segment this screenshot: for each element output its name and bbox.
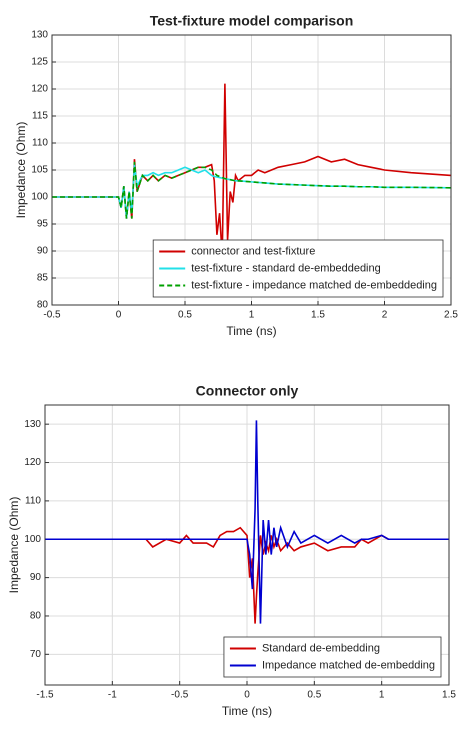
- x-tick-label: 0: [244, 690, 250, 701]
- axes-frame: [44, 404, 450, 686]
- series-line: [45, 526, 449, 624]
- legend-label: Standard de-embedding: [262, 642, 380, 654]
- x-tick-label: 1: [379, 690, 385, 701]
- y-tick-label: 115: [32, 111, 48, 122]
- y-tick-label: 110: [32, 138, 48, 149]
- y-tick-label: 80: [37, 300, 49, 311]
- x-tick-label: -1: [108, 690, 117, 701]
- series-line: [52, 161, 451, 219]
- y-tick-label: 95: [37, 219, 49, 230]
- chart-title: Connector only: [196, 383, 299, 399]
- x-tick-label: -1.5: [36, 690, 54, 701]
- y-tick-label: 85: [37, 273, 49, 284]
- legend-label: Impedance matched de-embedding: [262, 659, 435, 671]
- x-tick-label: 2.5: [444, 310, 458, 321]
- legend-box: [152, 239, 444, 298]
- y-tick-label: 130: [24, 419, 41, 430]
- series-line: [45, 420, 449, 624]
- y-tick-label: 90: [30, 572, 42, 583]
- y-tick-label: 70: [30, 649, 42, 660]
- legend-label: test-fixture - impedance matched de-embe…: [191, 279, 437, 291]
- legend-label: connector and test-fixture: [191, 245, 315, 257]
- y-tick-label: 100: [24, 534, 41, 545]
- y-tick-label: 130: [31, 30, 48, 41]
- legend-box: [223, 636, 442, 678]
- axes-frame: [51, 34, 452, 306]
- x-tick-label: 0.5: [307, 690, 321, 701]
- legend-label: test-fixture - standard de-embeddeding: [191, 262, 381, 274]
- x-tick-label: -0.5: [171, 690, 189, 701]
- x-tick-label: -0.5: [43, 310, 61, 321]
- y-tick-label: 80: [30, 611, 42, 622]
- x-axis-label: Time (ns): [226, 324, 276, 338]
- y-tick-label: 105: [31, 165, 48, 176]
- x-tick-label: 1.5: [442, 690, 456, 701]
- x-axis-label: Time (ns): [222, 704, 272, 718]
- y-tick-label: 110: [25, 496, 41, 507]
- x-tick-label: 1: [249, 310, 255, 321]
- x-tick-label: 0: [116, 310, 122, 321]
- x-tick-label: 1.5: [311, 310, 325, 321]
- y-tick-label: 120: [31, 84, 48, 95]
- y-tick-label: 120: [24, 457, 41, 468]
- y-tick-label: 125: [31, 57, 48, 68]
- x-tick-label: 0.5: [178, 310, 192, 321]
- y-tick-label: 100: [31, 192, 48, 203]
- y-axis-label: Impedance (Ohm): [14, 122, 28, 219]
- chart-title: Test-fixture model comparison: [150, 13, 354, 29]
- x-tick-label: 2: [382, 310, 388, 321]
- y-axis-label: Impedance (Ohm): [7, 497, 21, 594]
- y-tick-label: 90: [37, 246, 49, 257]
